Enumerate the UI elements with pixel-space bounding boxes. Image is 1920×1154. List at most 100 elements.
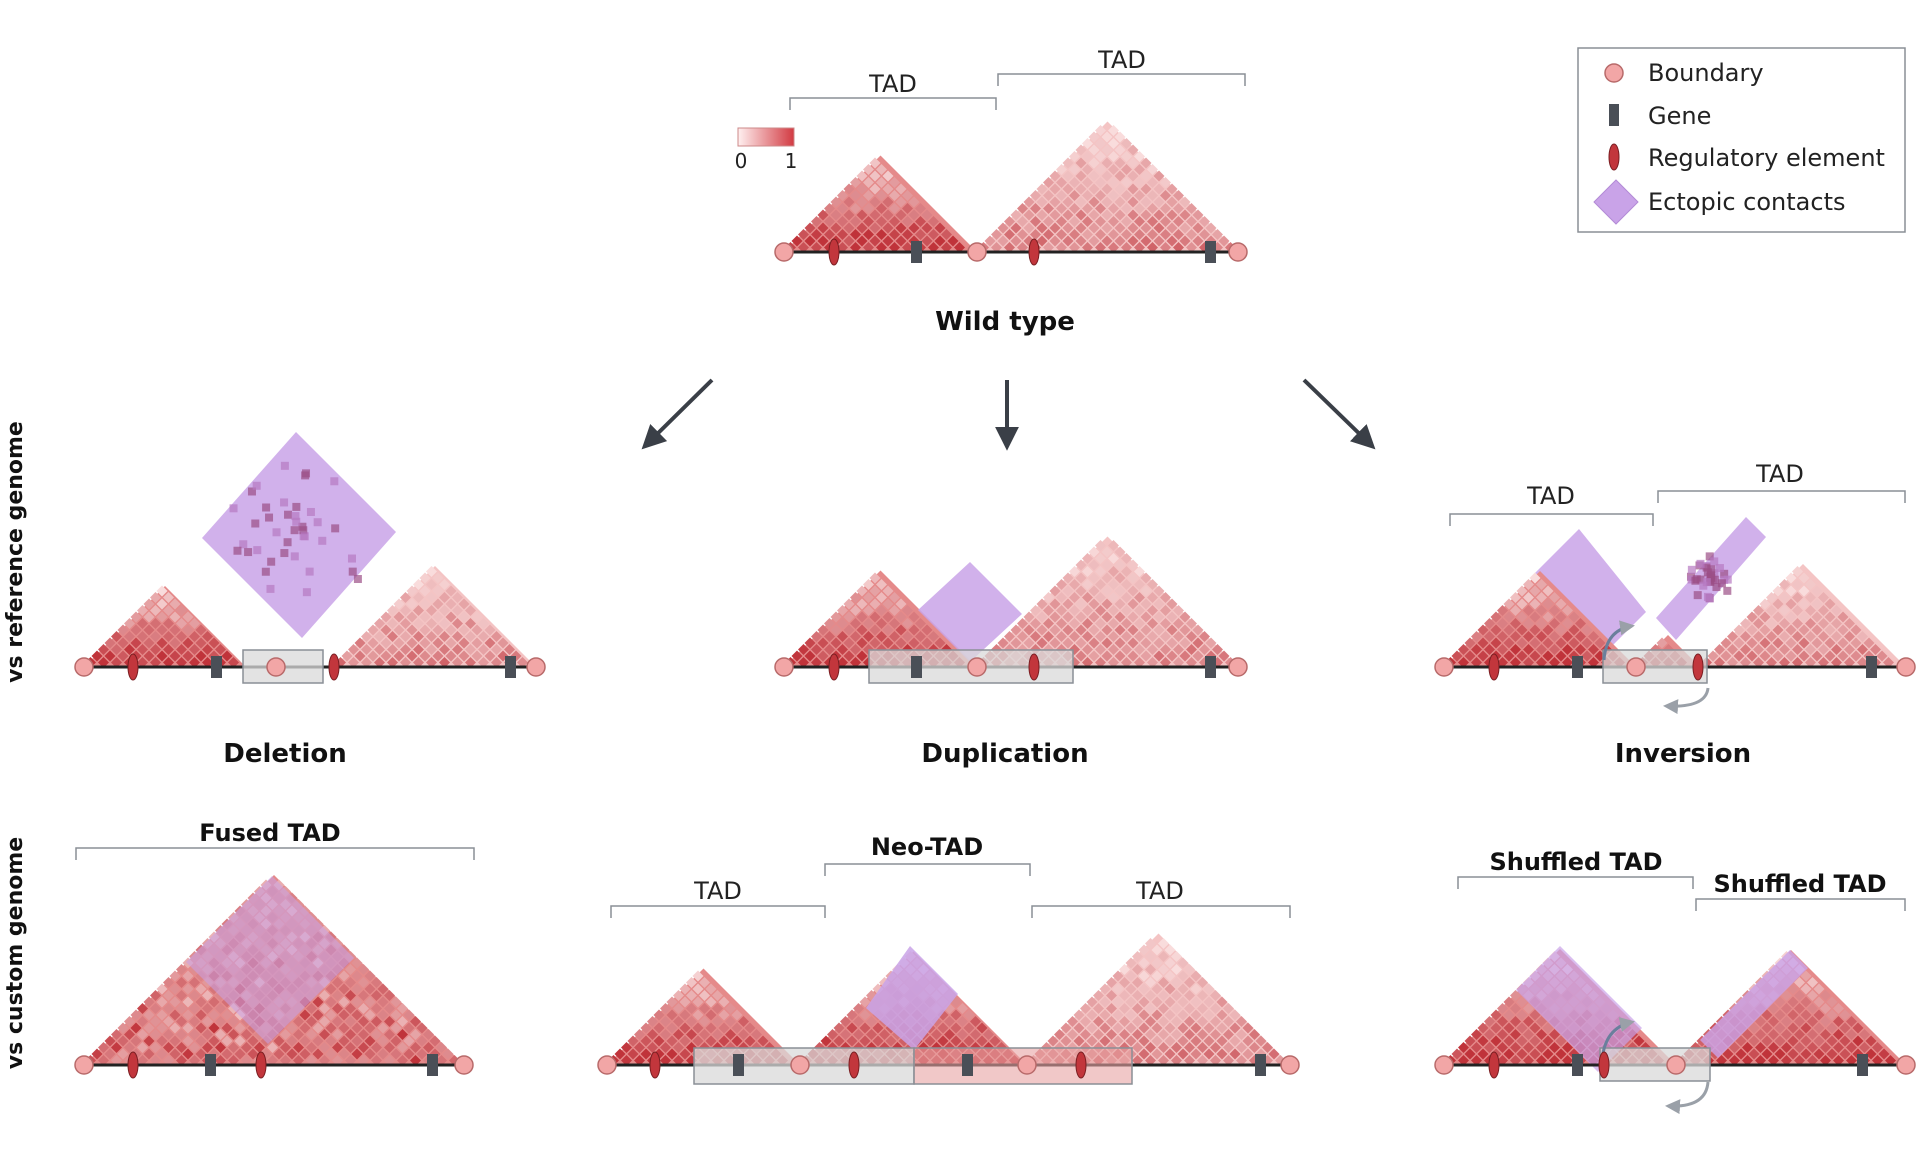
heatmap-cell (673, 1042, 684, 1053)
heatmap-cell (169, 650, 181, 662)
boundary-icon (74, 657, 94, 677)
heatmap-cell (163, 1016, 174, 1027)
heatmap-cell (1192, 637, 1204, 649)
heatmap-cell (176, 1055, 187, 1066)
heatmap-cell (403, 1022, 415, 1034)
heatmap-cell (997, 235, 1009, 247)
heatmap-cell (1106, 1029, 1117, 1040)
heatmap-cell (970, 1029, 981, 1040)
heatmap-cell (1523, 1003, 1534, 1014)
heatmap-cell (1542, 1022, 1554, 1034)
heatmap-cell (393, 650, 405, 662)
heatmap-cell (293, 1055, 304, 1066)
boundary-icon (774, 657, 794, 677)
heatmap-cell (1043, 605, 1054, 616)
heatmap-cell (465, 631, 476, 642)
heatmap-cell (419, 650, 431, 662)
heatmap-cell (1127, 598, 1139, 610)
heatmap-cell (817, 235, 829, 247)
deletion-ectopic-block (202, 432, 396, 638)
heatmap-cell (1119, 964, 1130, 975)
heatmap-cell (1073, 1009, 1085, 1021)
heatmap-cell (156, 637, 168, 649)
heatmap-cell (1813, 983, 1825, 995)
boundary-icon (454, 1055, 474, 1075)
inversion-ectopic-block-left (1533, 529, 1646, 652)
heatmap-cell (679, 1035, 691, 1047)
heatmap-cell (1138, 1048, 1150, 1060)
heatmap-cell (150, 618, 161, 629)
heatmap-cell (111, 1042, 122, 1053)
boundary-icon (74, 1055, 94, 1075)
ectopic-cell (262, 503, 271, 512)
heatmap-cell (1190, 1048, 1202, 1060)
heatmap-cell (1121, 579, 1132, 590)
heatmap-cell (176, 1003, 187, 1014)
heatmap-cell (1164, 944, 1176, 956)
heatmap-cell (937, 1035, 949, 1047)
heatmap-cell (1030, 190, 1041, 201)
heatmap-cell (1811, 624, 1823, 636)
heatmap-cell (1844, 644, 1855, 655)
heatmap-cell (876, 631, 887, 642)
heatmap-cell (1049, 637, 1061, 649)
heatmap-cell (432, 637, 444, 649)
heatmap-cell (1510, 644, 1521, 655)
ectopic-cell (330, 477, 339, 486)
heatmap-cell (471, 650, 483, 662)
ectopic-cell (266, 584, 275, 593)
heatmap-cell (1575, 631, 1586, 642)
heatmap-cell (439, 631, 450, 642)
heatmap-cell (1197, 1029, 1208, 1040)
heatmap-cell (1768, 1029, 1779, 1040)
heatmap-cell (1863, 637, 1875, 649)
heatmap-cell (1510, 1042, 1521, 1053)
heatmap-cell (1114, 624, 1126, 636)
heatmap-cell (189, 1042, 200, 1053)
heatmap-cell (666, 1035, 678, 1047)
heatmap-cell (660, 1029, 671, 1040)
heatmap-cell (1179, 624, 1191, 636)
heatmap-cell (1794, 1042, 1805, 1053)
heatmap-cell (895, 611, 907, 623)
heatmap-cell (1516, 1048, 1528, 1060)
heatmap-cell (1101, 572, 1113, 584)
ectopic-cell (291, 512, 300, 521)
heatmap-cell (843, 196, 855, 208)
heatmap-cell (889, 216, 900, 227)
heatmap-cell (150, 1042, 161, 1053)
heatmap-cell (319, 1042, 330, 1053)
heatmap-cell (241, 1042, 252, 1053)
heatmap-cell (1811, 637, 1823, 649)
heatmap-cell (208, 996, 220, 1008)
heatmap-cell (798, 242, 809, 253)
heatmap-cell (1088, 598, 1100, 610)
heatmap-cell (332, 1003, 343, 1014)
heatmap-cell (1099, 1022, 1111, 1034)
heatmap-cell (1036, 183, 1048, 195)
heatmap-cell (189, 1029, 200, 1040)
heatmap-cell (850, 177, 861, 188)
heatmap-cell (1069, 216, 1080, 227)
heatmap-cell (1075, 235, 1087, 247)
heatmap-cell (358, 1029, 369, 1040)
heatmap-cell (1523, 644, 1534, 655)
heatmap-cell (1820, 990, 1831, 1001)
heatmap-cell (1748, 1048, 1760, 1060)
heatmap-cell (1101, 157, 1113, 169)
heatmap-cell (1108, 151, 1119, 162)
heatmap-cell (1811, 585, 1823, 597)
heatmap-cell (1171, 977, 1182, 988)
heatmap-cell (1568, 611, 1580, 623)
heatmap-cell (1119, 1003, 1130, 1014)
heatmap-cell (215, 644, 226, 655)
heatmap-cell (338, 1022, 350, 1034)
heatmap-cell (928, 242, 939, 253)
heatmap-cell (410, 1016, 421, 1027)
heatmap-cell (1171, 1042, 1182, 1053)
heatmap-cell (1062, 611, 1074, 623)
heatmap-cell (856, 598, 868, 610)
heatmap-cell (374, 618, 385, 629)
heatmap-cell (921, 235, 933, 247)
heatmap-cell (384, 990, 395, 1001)
